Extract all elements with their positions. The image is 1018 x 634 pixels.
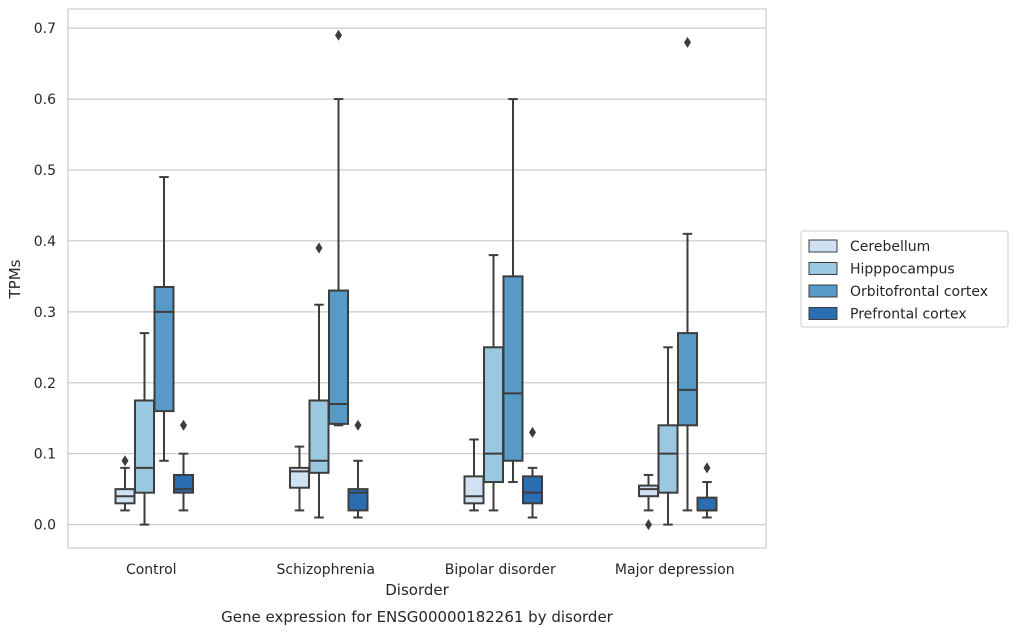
box-prefrontal-cortex <box>173 419 194 512</box>
box-cerebellum <box>463 438 485 512</box>
x-tick-label: Schizophrenia <box>277 562 375 578</box>
outlier-point <box>703 462 711 474</box>
outlier-point <box>354 419 362 431</box>
plot-frame <box>67 8 767 549</box>
outlier-point <box>121 455 129 467</box>
legend-label: Hipppocampus <box>850 262 955 278</box>
legend-swatch <box>808 284 838 298</box>
legend: Cerebellum Hipppocampus Orbitofrontal cort… <box>800 230 1009 328</box>
outlier-point <box>529 426 536 438</box>
legend-swatch <box>808 262 838 275</box>
legend-swatch <box>808 239 838 253</box>
y-tick-label: 0.6 <box>34 92 56 108</box>
box-body <box>677 332 698 427</box>
box-orbitofrontal-cortex <box>502 98 524 484</box>
box-hipppocampus <box>134 332 155 526</box>
box-cerebellum <box>289 445 310 512</box>
outlier-point <box>335 29 342 41</box>
x-tick-label: Major depression <box>615 562 735 578</box>
box-hipppocampus <box>657 346 679 526</box>
box-hipppocampus <box>308 242 330 519</box>
y-tick-label: 0.4 <box>34 234 56 250</box>
x-tick-label: Control <box>126 562 177 578</box>
outlier-point <box>645 519 652 531</box>
y-tick-label: 0.1 <box>34 447 56 463</box>
y-axis-label: TPMs <box>6 259 24 299</box>
box-body <box>134 399 155 494</box>
box-body <box>657 424 679 494</box>
box-prefrontal-cortex <box>522 426 543 519</box>
box-body <box>502 275 524 462</box>
y-tick-label: 0.3 <box>34 305 56 321</box>
x-axis-label: Disorder <box>385 581 449 599</box>
x-axis-ticks: Control Schizophrenia Bipolar disorder Majo… <box>126 562 735 578</box>
legend-label: Cerebellum <box>850 239 930 255</box>
x-tick-label: Bipolar disorder <box>445 562 556 578</box>
box-hipppocampus <box>483 254 504 512</box>
box-cerebellum <box>114 455 136 512</box>
outlier-point <box>315 242 323 254</box>
box-cerebellum <box>638 473 659 531</box>
box-body <box>638 484 659 498</box>
box-body <box>153 286 175 413</box>
y-tick-label: 0.5 <box>34 163 56 179</box>
legend-swatch <box>808 307 838 320</box>
outlier-point <box>684 36 691 48</box>
legend-label: Orbitofrontal cortex <box>850 284 988 300</box>
y-axis-ticks: 0.0 0.1 0.2 0.3 0.4 0.5 0.6 0.7 <box>34 21 56 533</box>
box-body <box>522 475 543 505</box>
box-orbitofrontal-cortex <box>677 36 698 512</box>
box-body <box>328 289 349 425</box>
box-body <box>483 346 504 484</box>
boxes <box>114 29 718 531</box>
box-body <box>463 475 485 505</box>
legend-frame <box>800 230 1009 328</box>
y-tick-label: 0.0 <box>34 518 56 534</box>
box-body <box>696 496 718 512</box>
outlier-point <box>180 419 187 431</box>
box-body <box>347 488 369 512</box>
legend-label: Prefrontal cortex <box>850 307 967 323</box>
chart-caption: Gene expression for ENSG00000182261 by d… <box>221 608 614 626</box>
box-body <box>289 466 310 489</box>
box-prefrontal-cortex <box>347 419 369 519</box>
y-tick-label: 0.2 <box>34 376 56 392</box>
box-prefrontal-cortex <box>696 462 718 519</box>
box-orbitofrontal-cortex <box>328 29 349 427</box>
box-body <box>308 399 330 474</box>
y-tick-label: 0.7 <box>34 21 56 37</box>
box-orbitofrontal-cortex <box>153 176 175 462</box>
